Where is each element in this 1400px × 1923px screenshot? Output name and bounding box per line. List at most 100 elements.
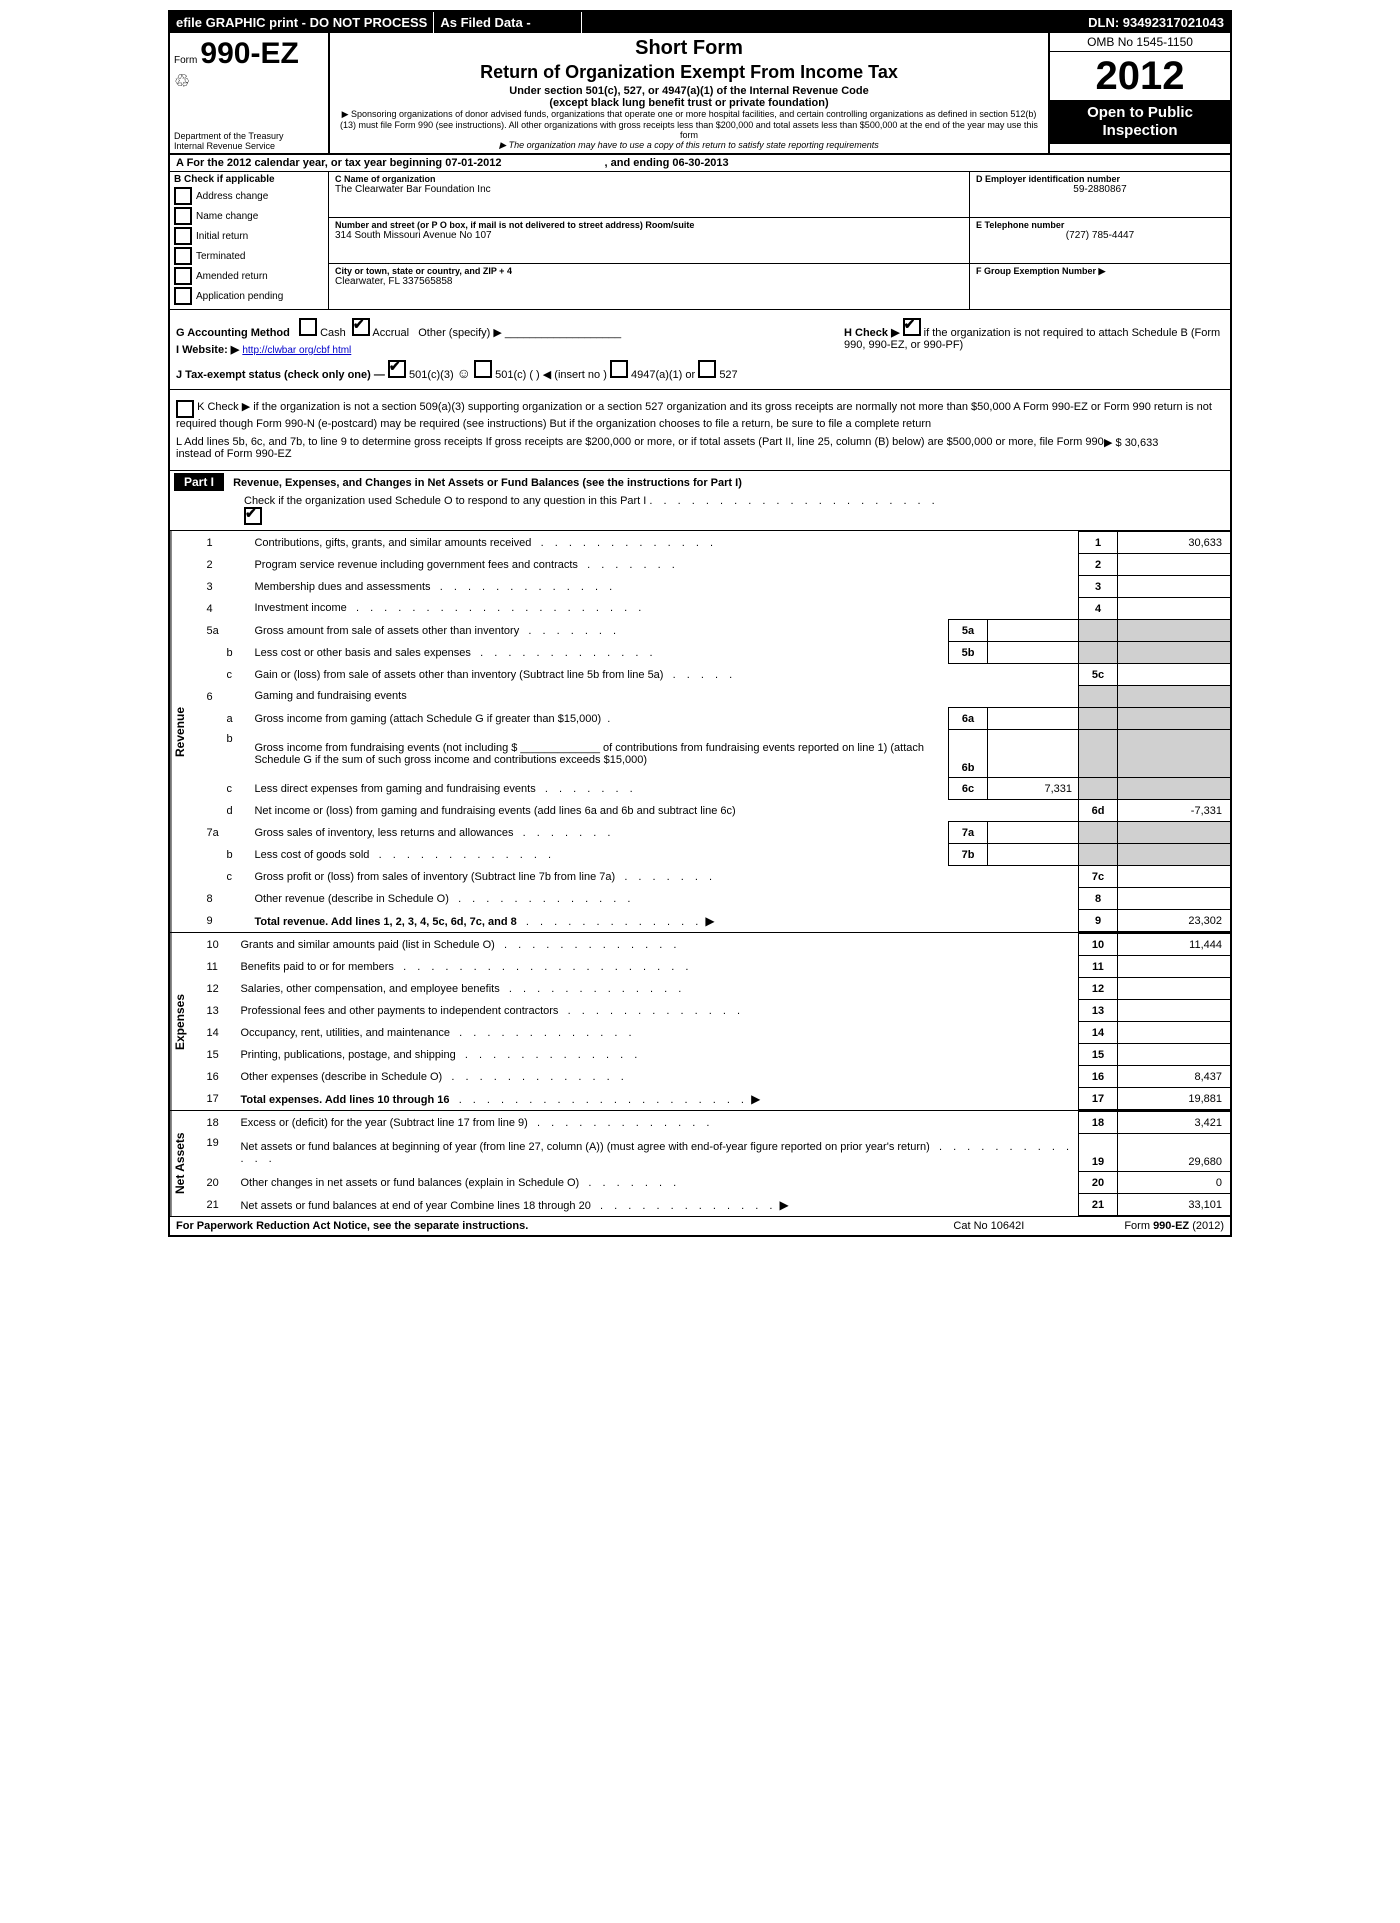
part-1-title: Revenue, Expenses, and Changes in Net As… (233, 477, 742, 489)
part-1-header-row: Part I Revenue, Expenses, and Changes in… (170, 471, 1230, 531)
line-7b: bLess cost of goods sold . . . . . . . .… (196, 844, 1230, 866)
header-right: OMB No 1545-1150 2012 Open to Public Ins… (1048, 33, 1230, 153)
website-link[interactable]: http://clwbar org/cbf html (242, 345, 351, 356)
h-label: H Check ▶ (844, 327, 900, 339)
revenue-side-label: Revenue (170, 531, 196, 932)
open-to-public: Open to Public Inspection (1050, 100, 1230, 144)
line-7c: cGross profit or (loss) from sales of in… (196, 866, 1230, 888)
form-number: 990-EZ (200, 37, 298, 70)
net-assets-section: Net Assets 18Excess or (deficit) for the… (170, 1111, 1230, 1217)
efile-notice: efile GRAPHIC print - DO NOT PROCESS (170, 12, 434, 33)
chk-schedule-b[interactable] (903, 318, 921, 336)
chk-501c3[interactable] (388, 360, 406, 378)
header-left: Form 990-EZ ♲ Department of the Treasury… (170, 33, 330, 153)
dln-number: DLN: 93492317021043 (1082, 12, 1230, 33)
chk-address-change[interactable]: Address change (174, 187, 324, 205)
col-b-title: B Check if applicable (174, 174, 324, 185)
chk-name-change[interactable]: Name change (174, 207, 324, 225)
subtitle-section: Under section 501(c), 527, or 4947(a)(1)… (336, 85, 1042, 97)
row-a-prefix: A For the 2012 calendar year, or tax yea… (176, 157, 445, 169)
cell-ein: D Employer identification number 59-2880… (970, 172, 1230, 218)
dept-line1: Department of the Treasury (174, 131, 284, 141)
cell-phone: E Telephone number (727) 785-4447 (970, 218, 1230, 264)
line-l: L Add lines 5b, 6c, and 7b, to line 9 to… (176, 436, 1224, 460)
group-exempt-label: F Group Exemption Number ▶ (976, 266, 1224, 277)
chk-k[interactable] (176, 400, 194, 418)
line-6c: cLess direct expenses from gaming and fu… (196, 778, 1230, 800)
cell-street: Number and street (or P O box, if mail i… (329, 218, 969, 264)
g-label: G Accounting Method (176, 327, 290, 339)
section-k-l: K Check ▶ if the organization is not a s… (170, 390, 1230, 471)
line-6a: aGross income from gaming (attach Schedu… (196, 708, 1230, 730)
cell-city: City or town, state or country, and ZIP … (329, 264, 969, 309)
line-20: 20Other changes in net assets or fund ba… (196, 1172, 1230, 1194)
open-line1: Open to Public (1054, 104, 1226, 122)
netassets-side-label: Net Assets (170, 1111, 196, 1216)
phone-label: E Telephone number (976, 220, 1224, 230)
chk-schedule-o[interactable] (244, 507, 262, 525)
form-header: Form 990-EZ ♲ Department of the Treasury… (170, 33, 1230, 155)
line-19: 19Net assets or fund balances at beginni… (196, 1134, 1230, 1172)
revenue-table: 1Contributions, gifts, grants, and simil… (196, 531, 1230, 932)
netassets-table: 18Excess or (deficit) for the year (Subt… (196, 1111, 1230, 1216)
chk-initial-return[interactable]: Initial return (174, 227, 324, 245)
chk-cash[interactable] (299, 318, 317, 336)
dept-treasury: Department of the Treasury Internal Reve… (174, 131, 284, 151)
line-14: 14Occupancy, rent, utilities, and mainte… (196, 1022, 1230, 1044)
chk-accrual[interactable] (352, 318, 370, 336)
header-note2: ▶ The organization may have to use a cop… (336, 140, 1042, 151)
l-value: ▶ $ 30,633 (1104, 436, 1224, 460)
line-6b: bGross income from fundraising events (n… (196, 730, 1230, 778)
cell-group-exemption: F Group Exemption Number ▶ (970, 264, 1230, 309)
footer-catno: Cat No 10642I (953, 1220, 1024, 1232)
chk-501c[interactable] (474, 360, 492, 378)
row-a-mid: , and ending (605, 157, 673, 169)
chk-app-pending[interactable]: Application pending (174, 287, 324, 305)
title-return: Return of Organization Exempt From Incom… (336, 62, 1042, 83)
line-7a: 7aGross sales of inventory, less returns… (196, 822, 1230, 844)
ein-value: 59-2880867 (976, 184, 1224, 195)
line-21: 21Net assets or fund balances at end of … (196, 1194, 1230, 1216)
line-11: 11Benefits paid to or for members . . . … (196, 956, 1230, 978)
ghi-left: G Accounting Method Cash Accrual Other (… (170, 310, 838, 389)
col-c-org-info: C Name of organization The Clearwater Ba… (329, 172, 969, 309)
line-i-website: I Website: ▶ http://clwbar org/cbf html (176, 343, 832, 356)
line-9: 9Total revenue. Add lines 1, 2, 3, 4, 5c… (196, 910, 1230, 932)
chk-527[interactable] (698, 360, 716, 378)
tax-year: 2012 (1050, 52, 1230, 100)
ghi-right: H Check ▶ if the organization is not req… (838, 310, 1230, 389)
revenue-section: Revenue 1Contributions, gifts, grants, a… (170, 531, 1230, 933)
h-text: if the organization is not required to a… (844, 327, 1220, 351)
page-footer: For Paperwork Reduction Act Notice, see … (170, 1217, 1230, 1235)
org-name-label: C Name of organization (335, 174, 963, 184)
form-page: efile GRAPHIC print - DO NOT PROCESS As … (168, 10, 1232, 1237)
chk-amended[interactable]: Amended return (174, 267, 324, 285)
street-value: 314 South Missouri Avenue No 107 (335, 230, 963, 241)
box-b-c-d: B Check if applicable Address change Nam… (170, 172, 1230, 310)
i-label: I Website: ▶ (176, 344, 239, 356)
j-label: J Tax-exempt status (check only one) — (176, 369, 385, 381)
omb-number: OMB No 1545-1150 (1050, 33, 1230, 52)
line-g-accounting: G Accounting Method Cash Accrual Other (… (176, 318, 832, 339)
header-note1: ▶ Sponsoring organizations of donor advi… (336, 109, 1042, 140)
line-17: 17Total expenses. Add lines 10 through 1… (196, 1088, 1230, 1110)
line-18: 18Excess or (deficit) for the year (Subt… (196, 1112, 1230, 1134)
line-13: 13Professional fees and other payments t… (196, 1000, 1230, 1022)
chk-4947[interactable] (610, 360, 628, 378)
dept-line2: Internal Revenue Service (174, 141, 284, 151)
top-bar: efile GRAPHIC print - DO NOT PROCESS As … (170, 12, 1230, 33)
line-j-tax-exempt: J Tax-exempt status (check only one) — 5… (176, 360, 832, 381)
part-1-label: Part I (174, 473, 224, 491)
dots-icon: . . . . . . . . . . . . . . . . . . . . … (649, 495, 938, 507)
header-center: Short Form Return of Organization Exempt… (330, 33, 1048, 153)
tax-year-begin: 07-01-2012 (445, 157, 501, 169)
line-4: 4Investment income . . . . . . . . . . .… (196, 598, 1230, 620)
ein-label: D Employer identification number (976, 174, 1224, 184)
line-6: 6Gaming and fundraising events (196, 686, 1230, 708)
chk-terminated[interactable]: Terminated (174, 247, 324, 265)
l-text: L Add lines 5b, 6c, and 7b, to line 9 to… (176, 436, 1104, 460)
subtitle-except: (except black lung benefit trust or priv… (336, 97, 1042, 109)
form-prefix: Form (174, 55, 197, 66)
row-g-h-i: G Accounting Method Cash Accrual Other (… (170, 310, 1230, 390)
phone-value: (727) 785-4447 (976, 230, 1224, 241)
